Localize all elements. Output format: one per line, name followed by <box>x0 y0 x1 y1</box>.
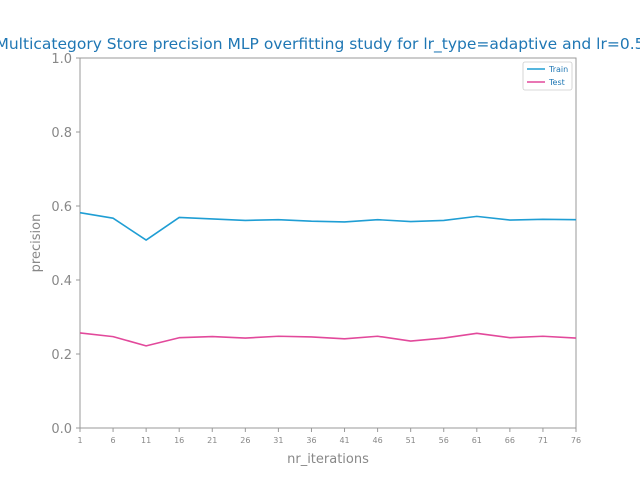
x-tick-label: 6 <box>111 436 116 445</box>
x-tick-label: 31 <box>273 436 283 445</box>
y-tick-label: 0.6 <box>51 200 72 215</box>
y-tick-label: 0.0 <box>51 422 72 437</box>
x-tick-label: 16 <box>174 436 184 445</box>
plot-frame <box>79 57 577 429</box>
legend-label-test: Test <box>548 78 565 87</box>
legend: Train Test <box>522 61 573 91</box>
chart-title: Multicategory Store precision MLP overfi… <box>0 35 640 54</box>
x-tick-label: 61 <box>472 436 482 445</box>
x-tick-label: 1 <box>77 436 82 445</box>
y-axis: 0.0 0.2 0.4 0.6 0.8 1.0 <box>51 52 80 437</box>
x-tick-label: 46 <box>373 436 383 445</box>
y-tick-label: 0.2 <box>51 348 72 363</box>
x-tick-label: 41 <box>339 436 349 445</box>
y-axis-label: precision <box>29 214 44 273</box>
series-line-train <box>79 211 577 241</box>
series-line-test <box>79 332 577 347</box>
x-axis: 1 6 11 16 21 26 31 36 41 46 51 56 61 66 71 76 <box>77 428 581 445</box>
legend-label-train: Train <box>548 65 568 74</box>
x-tick-label: 36 <box>306 436 316 445</box>
x-tick-label: 11 <box>141 436 151 445</box>
x-tick-label: 66 <box>505 436 515 445</box>
x-tick-label: 56 <box>439 436 449 445</box>
x-tick-label: 26 <box>240 436 250 445</box>
y-tick-label: 0.8 <box>51 126 72 141</box>
y-tick-label: 1.0 <box>51 52 72 67</box>
x-axis-label: nr_iterations <box>287 452 369 467</box>
x-tick-label: 51 <box>406 436 416 445</box>
x-tick-label: 21 <box>207 436 217 445</box>
x-tick-label: 71 <box>538 436 548 445</box>
y-tick-label: 0.4 <box>51 274 72 289</box>
series-group <box>79 211 577 347</box>
x-tick-label: 76 <box>571 436 581 445</box>
